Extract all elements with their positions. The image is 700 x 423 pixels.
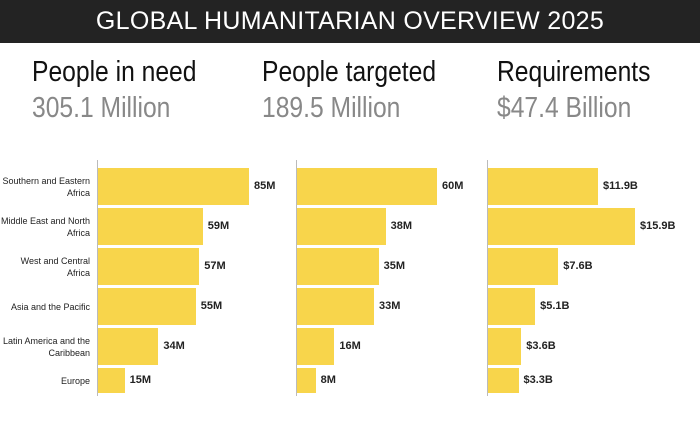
panel-title: People in need	[32, 56, 197, 88]
value-label: 85M	[254, 179, 276, 192]
bar	[98, 168, 249, 205]
bar	[297, 168, 437, 205]
category-label: Latin America and the Caribbean	[2, 335, 90, 358]
bar	[98, 368, 125, 393]
value-label: $3.3B	[523, 373, 553, 386]
category-label: Asia and the Pacific	[10, 301, 90, 312]
value-label: $15.9B	[640, 219, 676, 232]
bar	[488, 328, 522, 365]
axis-line	[296, 160, 297, 396]
bar	[297, 288, 374, 325]
value-label: 38M	[390, 219, 413, 232]
bar	[297, 328, 335, 365]
value-label: $7.6B	[563, 259, 593, 272]
panel-title: Requirements	[497, 56, 651, 88]
value-label: 16M	[339, 339, 361, 352]
panel-subtitle: 305.1 Million	[32, 92, 171, 124]
bar	[488, 288, 536, 325]
value-label: 15M	[129, 373, 152, 386]
value-label: $3.6B	[526, 339, 556, 352]
header-title: GLOBAL HUMANITARIAN OVERVIEW 2025	[0, 0, 700, 43]
value-label: 57M	[204, 259, 226, 272]
bar	[297, 208, 386, 245]
value-label: 35M	[383, 259, 406, 272]
value-label: $11.9B	[603, 179, 638, 192]
category-label: Southern and Eastern Africa	[2, 175, 90, 198]
value-label: 60M	[442, 179, 464, 192]
bar	[98, 208, 203, 245]
value-label: 8M	[320, 373, 336, 386]
panel-subtitle: $47.4 Billion	[497, 92, 632, 124]
panel-subtitle: 189.5 Million	[262, 92, 401, 124]
value-label: 59M	[207, 219, 230, 232]
bar	[297, 368, 316, 393]
axis-line	[487, 160, 488, 396]
bar	[488, 368, 519, 393]
value-label: 55M	[200, 299, 223, 312]
category-label: Middle East and North Africa	[0, 215, 90, 238]
bar	[488, 248, 559, 285]
bar	[488, 208, 635, 245]
bar	[98, 328, 159, 365]
value-label: 33M	[379, 299, 401, 312]
bar	[488, 168, 599, 205]
value-label: $5.1B	[540, 299, 570, 312]
axis-line	[97, 160, 98, 396]
value-label: 34M	[163, 339, 185, 352]
bar	[297, 248, 379, 285]
category-label: Europe	[60, 375, 90, 386]
panel-title: People targeted	[262, 56, 437, 88]
category-label: West and Central Africa	[20, 255, 90, 278]
bar	[98, 288, 196, 325]
bar	[98, 248, 200, 285]
